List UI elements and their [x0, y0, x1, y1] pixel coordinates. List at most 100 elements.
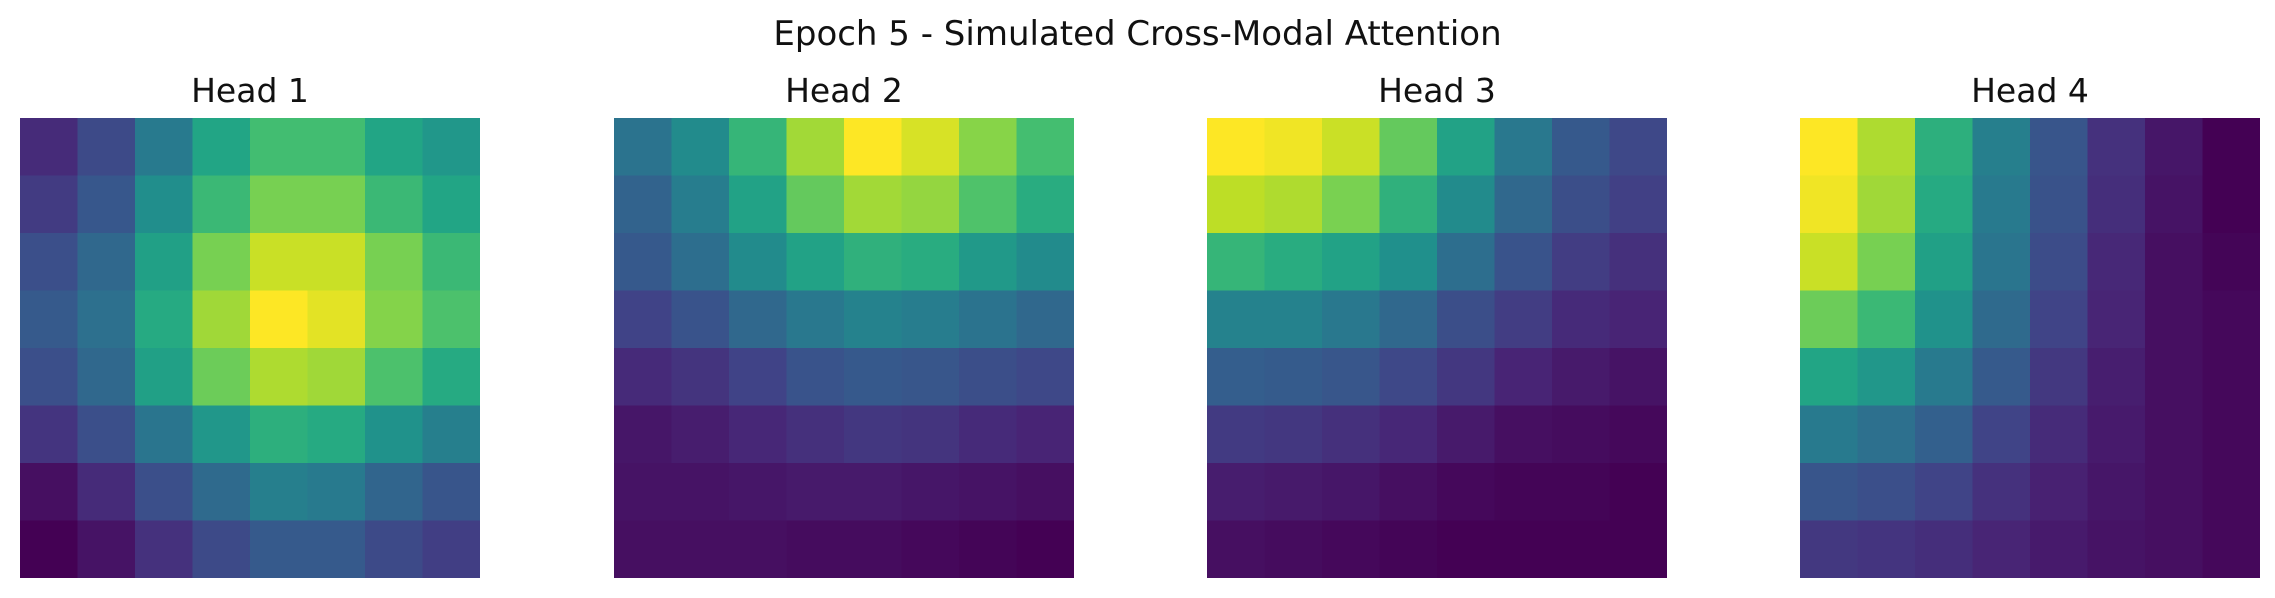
- heatmap-cell: [422, 118, 480, 177]
- heatmap-cell: [1972, 463, 2031, 522]
- heatmap-cell: [2087, 175, 2146, 234]
- heatmap-cell: [2145, 118, 2204, 177]
- heatmap-cell: [2202, 405, 2260, 464]
- heatmap-cell: [135, 348, 194, 407]
- heatmap-cell: [1207, 233, 1266, 292]
- heatmap-cell: [1972, 290, 2031, 349]
- heatmap-cell: [1322, 405, 1381, 464]
- heatmap-cell: [1972, 175, 2031, 234]
- heatmap-cell: [901, 118, 960, 177]
- heatmap-cell: [1552, 405, 1611, 464]
- heatmap-cell: [135, 175, 194, 234]
- heatmap-cell: [1494, 118, 1553, 177]
- heatmap-cell: [671, 405, 730, 464]
- heatmap-cell: [307, 290, 366, 349]
- heatmap-cell: [135, 405, 194, 464]
- heatmap-panel-head-4: Head 4: [1800, 68, 2260, 578]
- heatmap-cell: [1264, 520, 1323, 578]
- heatmap-cell: [1915, 463, 1974, 522]
- heatmap-cell: [2087, 290, 2146, 349]
- heatmap-cell: [901, 290, 960, 349]
- heatmap-cell: [20, 290, 79, 349]
- heatmap-cell: [1264, 290, 1323, 349]
- heatmap-cell: [1207, 348, 1266, 407]
- heatmap-cell: [729, 463, 788, 522]
- heatmap-cell: [1552, 348, 1611, 407]
- heatmap-cell: [844, 233, 903, 292]
- heatmap-cell: [729, 290, 788, 349]
- heatmap-cell: [1379, 290, 1438, 349]
- heatmap-cell: [365, 233, 424, 292]
- heatmap-cell: [77, 290, 136, 349]
- heatmap-cell: [786, 463, 845, 522]
- heatmap-cell: [250, 118, 309, 177]
- heatmap-cell: [671, 520, 730, 578]
- heatmap-cell: [1494, 520, 1553, 578]
- heatmap-cell: [1609, 463, 1667, 522]
- heatmap-cell: [844, 175, 903, 234]
- heatmap-cell: [1972, 520, 2031, 578]
- heatmap-panel-head-2: Head 2: [614, 68, 1074, 578]
- heatmap-cell: [786, 233, 845, 292]
- heatmap-cell: [1915, 233, 1974, 292]
- heatmap-cell: [365, 118, 424, 177]
- heatmap-cell: [1609, 118, 1667, 177]
- heatmap-cell: [844, 405, 903, 464]
- heatmap-cell: [1800, 520, 1859, 578]
- heatmap-cell: [1437, 348, 1496, 407]
- heatmap-cell: [959, 405, 1018, 464]
- heatmap-cell: [1264, 405, 1323, 464]
- heatmap-cell: [1857, 290, 1916, 349]
- heatmap-cell: [671, 233, 730, 292]
- heatmap-cell: [2145, 290, 2204, 349]
- heatmap-cell: [77, 118, 136, 177]
- heatmap-cell: [1016, 175, 1074, 234]
- heatmap-cell: [307, 175, 366, 234]
- heatmap-cell: [1322, 233, 1381, 292]
- heatmap-cell: [1016, 290, 1074, 349]
- heatmap-cell: [1207, 175, 1266, 234]
- heatmap-cell: [1016, 520, 1074, 578]
- heatmap-cell: [365, 348, 424, 407]
- heatmap-cell: [671, 118, 730, 177]
- heatmap-cell: [1437, 175, 1496, 234]
- heatmap-cell: [1437, 520, 1496, 578]
- heatmap-cell: [1379, 405, 1438, 464]
- heatmap-cell: [959, 290, 1018, 349]
- heatmap-cell: [1800, 348, 1859, 407]
- heatmap-cell: [1437, 290, 1496, 349]
- heatmap-cell: [192, 520, 251, 578]
- heatmap-cell: [1915, 290, 1974, 349]
- heatmap-cell: [1609, 233, 1667, 292]
- panel-title: Head 1: [191, 71, 309, 110]
- heatmap-cell: [901, 175, 960, 234]
- heatmap-cell: [20, 233, 79, 292]
- heatmap-cell: [729, 520, 788, 578]
- heatmap-cell: [1800, 405, 1859, 464]
- heatmap-cell: [307, 520, 366, 578]
- heatmap-cell: [1494, 290, 1553, 349]
- heatmap-cell: [1494, 233, 1553, 292]
- heatmap-cell: [2202, 463, 2260, 522]
- heatmap-cell: [1915, 520, 1974, 578]
- heatmap-cell: [1494, 348, 1553, 407]
- heatmap-cell: [422, 233, 480, 292]
- heatmap-cell: [901, 463, 960, 522]
- heatmap-cell: [1437, 405, 1496, 464]
- heatmap-cell: [2030, 118, 2089, 177]
- heatmap-cell: [1972, 348, 2031, 407]
- heatmap-cell: [1915, 175, 1974, 234]
- heatmap-cell: [250, 520, 309, 578]
- heatmap-cell: [901, 405, 960, 464]
- heatmap-cell: [1800, 175, 1859, 234]
- heatmap-cell: [422, 405, 480, 464]
- heatmap-cell: [135, 463, 194, 522]
- heatmap-cell: [2145, 405, 2204, 464]
- heatmap-cell: [614, 405, 673, 464]
- heatmap-cell: [2202, 520, 2260, 578]
- heatmap-cell: [307, 233, 366, 292]
- heatmap-cell: [1379, 463, 1438, 522]
- heatmap-cell: [786, 348, 845, 407]
- heatmap-cell: [192, 348, 251, 407]
- heatmap-cell: [614, 463, 673, 522]
